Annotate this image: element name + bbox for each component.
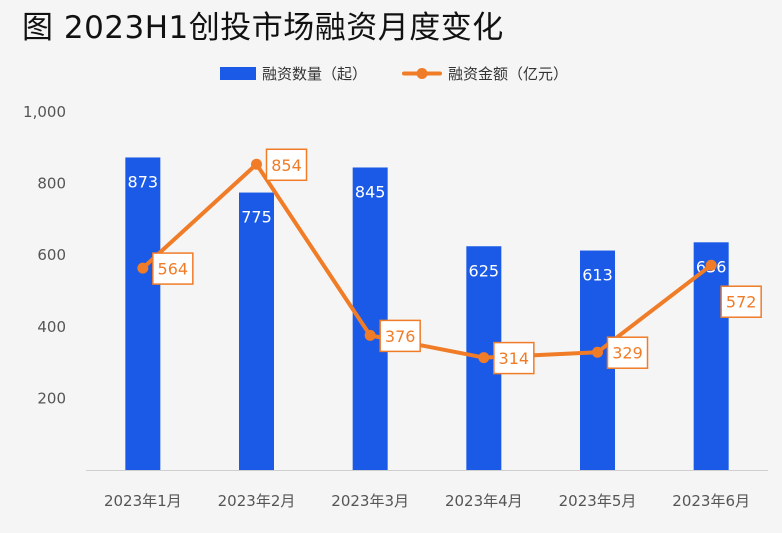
line-value-box xyxy=(152,252,194,285)
line-value-label: 376 xyxy=(385,327,416,346)
line-series xyxy=(140,162,714,360)
line-value-label: 564 xyxy=(158,260,189,279)
line-value-box xyxy=(606,336,649,369)
line-value-box xyxy=(379,319,421,353)
bar-value-label: 873 xyxy=(128,172,159,191)
line-point-2 xyxy=(251,158,262,170)
x-tick-label: 2023年1月 xyxy=(104,492,182,510)
line-value-label: 329 xyxy=(612,344,643,363)
line-point-1 xyxy=(137,262,149,274)
legend-swatch-line-point xyxy=(416,68,428,79)
x-tick-label: 2023年4月 xyxy=(445,492,523,510)
bar-2 xyxy=(239,192,274,471)
y-tick-label: 200 xyxy=(37,389,66,407)
bar-value-label: 845 xyxy=(355,182,386,201)
x-tick-label: 2023年2月 xyxy=(218,492,296,510)
y-tick-label: 1,000 xyxy=(23,103,66,121)
y-tick-label: 600 xyxy=(37,246,66,264)
bar-value-label: 613 xyxy=(582,266,613,285)
line-value-label: 854 xyxy=(271,156,302,175)
line-value-box xyxy=(265,148,308,182)
line-value-label: 314 xyxy=(499,349,530,368)
legend-label-bar: 融资数量（起） xyxy=(262,65,367,83)
line-point-6 xyxy=(705,259,717,271)
line-point-4 xyxy=(478,352,490,364)
chart-title: 图 2023H1创投市场融资月度变化 xyxy=(22,10,504,46)
bar-value-label: 625 xyxy=(469,261,500,280)
legend-label-line: 融资金额（亿元） xyxy=(448,65,568,83)
x-tick-label: 2023年5月 xyxy=(559,492,637,510)
x-tick-label: 2023年6月 xyxy=(672,492,750,510)
x-tick-label: 2023年3月 xyxy=(331,492,409,510)
bar-6 xyxy=(693,242,729,470)
bar-1 xyxy=(125,157,161,470)
line-value-label: 572 xyxy=(726,293,757,312)
bar-value-label: 775 xyxy=(241,208,272,227)
line-point-5 xyxy=(592,346,603,358)
line-value-box xyxy=(493,341,535,375)
line-value-box xyxy=(720,285,762,318)
legend-swatch-bar xyxy=(220,67,256,80)
y-tick-label: 400 xyxy=(37,318,66,336)
y-tick-label: 800 xyxy=(37,175,66,193)
line-point-3 xyxy=(364,329,376,341)
